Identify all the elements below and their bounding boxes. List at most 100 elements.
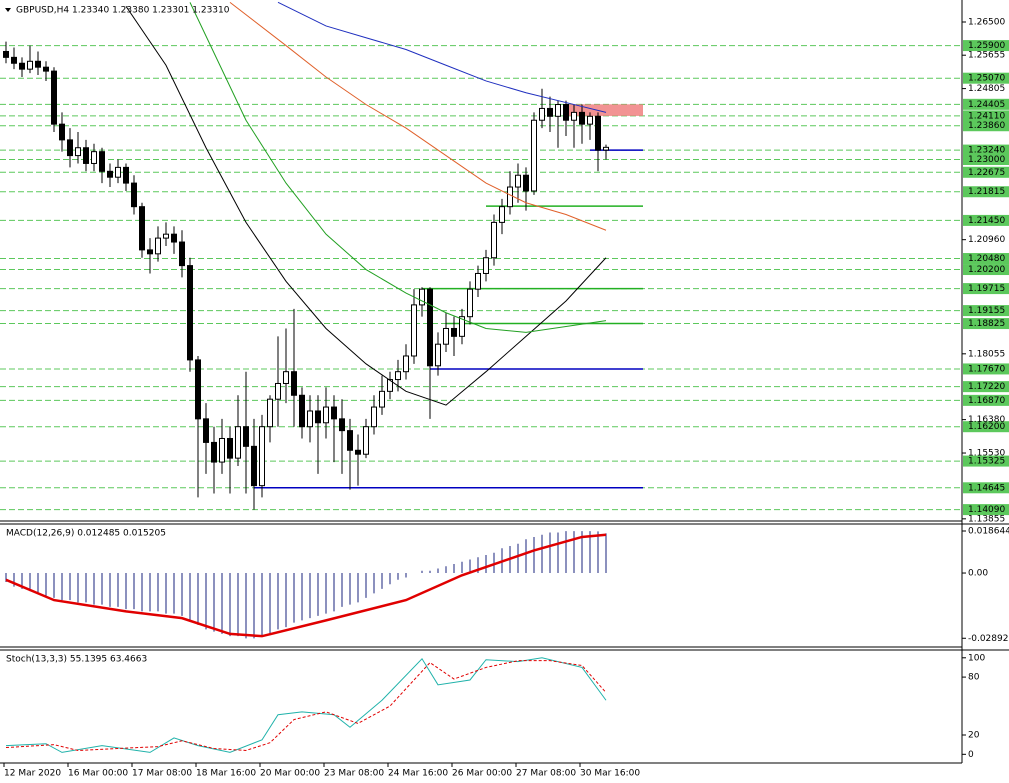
candle-body (27, 60, 33, 70)
candle-body (523, 174, 529, 192)
candle-body (179, 241, 185, 267)
candle-body (467, 288, 473, 318)
candle-body (195, 359, 201, 420)
candle-body (451, 327, 457, 337)
candle-body (91, 151, 97, 164)
candle-body (99, 151, 105, 172)
x-tick-label: 24 Mar 16:00 (388, 769, 448, 779)
x-tick-label: 18 Mar 16:00 (196, 769, 256, 779)
level-label-bg (963, 144, 1009, 156)
stoch-signal (5, 660, 607, 751)
candle-body (563, 104, 569, 121)
candle-body (115, 166, 121, 178)
stoch-tick-label: 20 (968, 731, 980, 741)
level-label: 1.19155 (968, 306, 1005, 316)
candle-body (275, 382, 281, 400)
level-label-bg (963, 504, 1009, 516)
level-label: 1.21815 (968, 187, 1005, 197)
level-label-bg (963, 110, 1009, 122)
zone (566, 104, 643, 116)
level-label-bg (963, 40, 1009, 52)
stoch-panel (5, 657, 607, 753)
macd-tick-label: -0.028929 (968, 634, 1009, 644)
candle-body (123, 166, 129, 184)
level-label: 1.14645 (968, 483, 1005, 493)
level-label: 1.14090 (968, 505, 1005, 515)
menu-triangle (5, 8, 11, 12)
candle-body (243, 426, 249, 447)
level-label-bg (963, 394, 1009, 406)
y-tick-label: 1.15530 (968, 449, 1005, 459)
level-label: 1.24110 (968, 111, 1005, 121)
level-label: 1.23000 (968, 155, 1005, 165)
level-label-bg (963, 120, 1009, 132)
level-label-bg (963, 283, 1009, 295)
candle-body (571, 111, 577, 121)
candle-body (331, 406, 337, 420)
candle-body (603, 146, 609, 151)
candle-body (139, 206, 145, 251)
candle-body (515, 174, 521, 188)
macd-tick-label: 0.018644 (968, 526, 1009, 536)
level-label: 1.25070 (968, 74, 1005, 84)
candle-body (43, 66, 49, 72)
x-tick-label: 12 Mar 2020 (4, 769, 61, 779)
candle-body (267, 398, 273, 428)
candle-body (411, 304, 417, 357)
candle-body (315, 410, 321, 424)
level-label: 1.25900 (968, 41, 1005, 51)
x-tick-label: 30 Mar 16:00 (580, 769, 640, 779)
level-label-bg (963, 214, 1009, 226)
level-label-bg (963, 381, 1009, 393)
y-tick-label: 1.18055 (968, 349, 1005, 359)
candle-body (403, 355, 409, 373)
level-label: 1.21450 (968, 216, 1005, 226)
candle-body (443, 327, 449, 345)
candle-body (579, 111, 585, 125)
level-label: 1.24405 (968, 100, 1005, 110)
candle-body (11, 56, 17, 64)
moving-average (277, 1, 607, 113)
candle-body (147, 249, 153, 255)
candle-body (459, 316, 465, 337)
candle-body (595, 115, 601, 151)
level-label: 1.22675 (968, 168, 1005, 178)
y-tick-label: 1.26500 (968, 18, 1005, 28)
level-label: 1.23240 (968, 146, 1005, 156)
level-label: 1.23860 (968, 121, 1005, 131)
candle-body (547, 107, 553, 117)
candle-body (531, 119, 537, 192)
candle-body (475, 272, 481, 290)
level-label-bg (963, 482, 1009, 494)
level-label: 1.19715 (968, 284, 1005, 294)
y-tick-label: 1.24805 (968, 84, 1005, 94)
candle-body (507, 186, 513, 208)
candle-body (187, 265, 193, 361)
candle-body (387, 379, 393, 392)
level-label: 1.15325 (968, 457, 1005, 467)
macd-signal (5, 533, 607, 638)
candle-body (227, 437, 233, 459)
candle-body (51, 70, 57, 125)
moving-average (229, 1, 607, 231)
x-tick-label: 27 Mar 08:00 (516, 769, 576, 779)
level-label-bg (963, 253, 1009, 265)
stoch-tick-label: 100 (968, 653, 985, 663)
candle-body (235, 426, 241, 459)
candle-body (83, 147, 89, 164)
candle-body (355, 449, 361, 455)
candle-body (395, 371, 401, 381)
candle-body (283, 371, 289, 384)
candle-body (291, 371, 297, 396)
level-label-bg (963, 186, 1009, 198)
candle-body (251, 445, 257, 487)
candle-body (67, 139, 73, 157)
candle-body (363, 426, 369, 455)
candle-body (339, 418, 345, 432)
candle-body (131, 182, 137, 208)
candle-body (211, 441, 217, 463)
candle-body (323, 406, 329, 424)
level-label-bg (963, 166, 1009, 178)
price-panel (0, 1, 962, 511)
